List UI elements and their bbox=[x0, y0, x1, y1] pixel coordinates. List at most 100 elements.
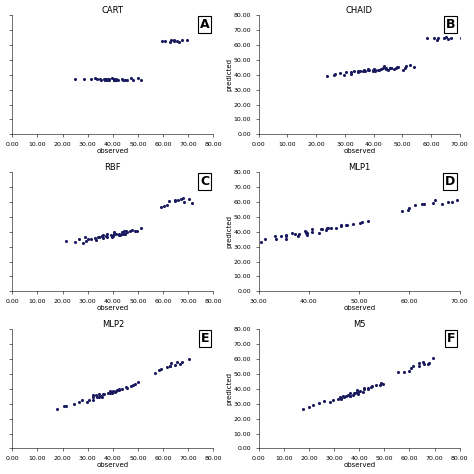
Point bbox=[129, 76, 137, 84]
Point bbox=[180, 198, 188, 205]
Point bbox=[106, 389, 113, 397]
Point bbox=[131, 380, 139, 388]
Point bbox=[95, 233, 103, 241]
Point bbox=[365, 217, 372, 225]
Point bbox=[121, 76, 129, 84]
Point bbox=[257, 238, 264, 246]
Point bbox=[355, 388, 362, 395]
Point bbox=[162, 37, 169, 45]
Point bbox=[310, 401, 317, 409]
Point bbox=[302, 228, 310, 236]
Point bbox=[344, 221, 351, 228]
Point bbox=[301, 228, 309, 235]
Point bbox=[356, 388, 364, 395]
Point bbox=[113, 386, 121, 393]
Point bbox=[111, 388, 119, 396]
Point bbox=[109, 387, 117, 394]
Point bbox=[84, 236, 92, 243]
Point bbox=[166, 38, 174, 46]
Point bbox=[400, 368, 408, 375]
Point bbox=[96, 76, 104, 83]
Point bbox=[71, 238, 79, 246]
Point bbox=[457, 35, 465, 42]
Point bbox=[353, 388, 361, 396]
Point bbox=[441, 34, 448, 42]
Point bbox=[359, 219, 366, 226]
Text: A: A bbox=[200, 18, 209, 31]
Point bbox=[386, 64, 394, 72]
Y-axis label: predicted: predicted bbox=[226, 215, 232, 248]
Point bbox=[419, 201, 426, 208]
Point bbox=[324, 224, 332, 232]
Point bbox=[116, 231, 123, 238]
Point bbox=[282, 231, 289, 239]
Point bbox=[431, 196, 439, 203]
Point bbox=[100, 75, 108, 82]
Point bbox=[108, 389, 115, 396]
Point bbox=[320, 398, 328, 405]
Point bbox=[120, 227, 128, 235]
X-axis label: observed: observed bbox=[97, 148, 129, 155]
Point bbox=[377, 380, 385, 387]
Point bbox=[337, 395, 345, 403]
Point bbox=[354, 69, 362, 76]
Point bbox=[347, 68, 355, 76]
Point bbox=[157, 365, 165, 372]
Point bbox=[271, 232, 279, 239]
Title: CART: CART bbox=[102, 6, 124, 15]
Point bbox=[76, 236, 83, 243]
Point bbox=[165, 198, 173, 205]
Point bbox=[343, 69, 350, 76]
Point bbox=[349, 220, 357, 228]
Point bbox=[106, 76, 113, 83]
Point bbox=[331, 71, 338, 78]
Point bbox=[342, 392, 350, 400]
Point bbox=[102, 76, 110, 83]
Point bbox=[111, 76, 119, 83]
Point bbox=[288, 229, 296, 237]
Point bbox=[110, 76, 118, 83]
Point bbox=[113, 230, 120, 238]
Point bbox=[107, 232, 114, 239]
Point bbox=[317, 226, 324, 233]
Point bbox=[340, 71, 348, 79]
Point bbox=[166, 362, 174, 370]
Point bbox=[410, 63, 418, 71]
Point bbox=[296, 230, 303, 237]
Point bbox=[447, 35, 455, 42]
Point bbox=[71, 401, 78, 408]
Point bbox=[382, 65, 390, 73]
Point bbox=[326, 398, 334, 406]
Title: MLP1: MLP1 bbox=[348, 163, 370, 172]
Point bbox=[83, 398, 91, 406]
Point bbox=[350, 389, 357, 397]
Point bbox=[404, 206, 412, 214]
Point bbox=[438, 200, 446, 208]
Point bbox=[104, 76, 112, 84]
Point bbox=[339, 392, 346, 400]
Point bbox=[115, 231, 123, 239]
Point bbox=[82, 237, 90, 245]
Point bbox=[305, 403, 313, 410]
Point bbox=[106, 387, 114, 395]
Point bbox=[430, 34, 438, 42]
Point bbox=[272, 235, 280, 243]
Point bbox=[122, 230, 129, 238]
Point bbox=[81, 234, 89, 241]
Point bbox=[80, 75, 87, 83]
Point bbox=[129, 381, 137, 389]
Point bbox=[453, 196, 461, 204]
Point bbox=[303, 231, 310, 238]
Point bbox=[308, 226, 316, 233]
Point bbox=[360, 66, 368, 73]
X-axis label: observed: observed bbox=[343, 305, 375, 311]
Point bbox=[177, 195, 185, 202]
Point bbox=[172, 197, 179, 205]
Point bbox=[346, 392, 354, 400]
Point bbox=[115, 386, 123, 393]
Point bbox=[373, 382, 380, 389]
Point bbox=[101, 75, 109, 82]
Point bbox=[118, 75, 126, 82]
Point bbox=[101, 76, 109, 84]
Point bbox=[62, 401, 70, 409]
